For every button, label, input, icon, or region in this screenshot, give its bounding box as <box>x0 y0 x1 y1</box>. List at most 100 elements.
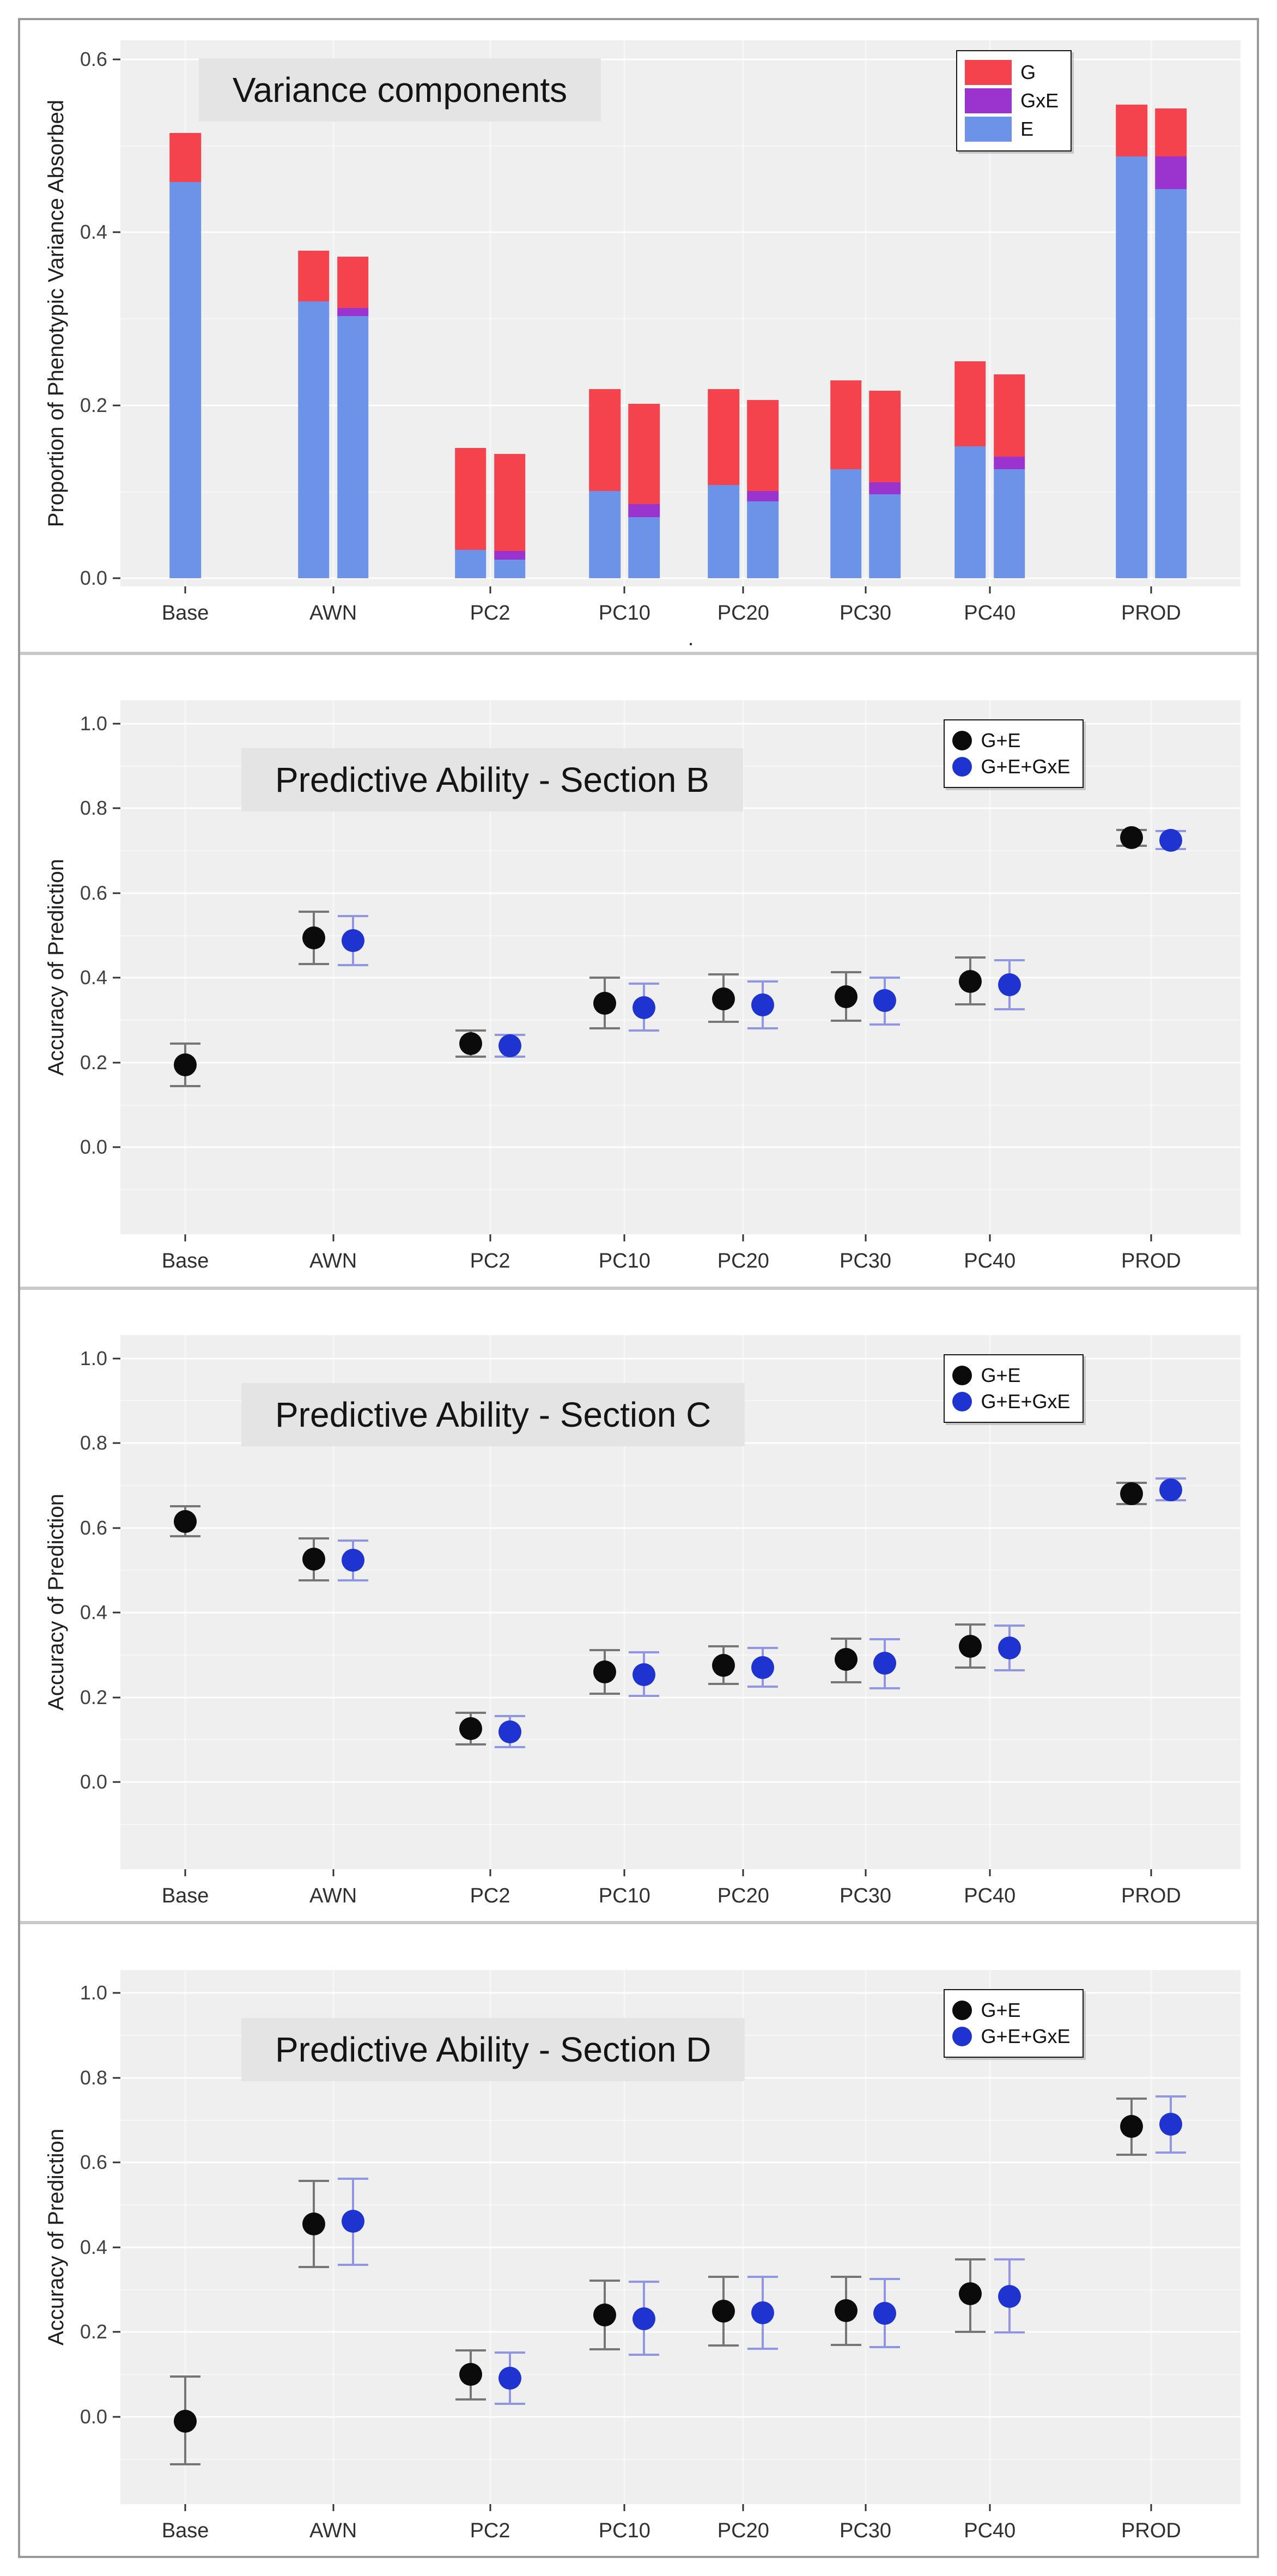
point-ge <box>958 2282 982 2306</box>
gridline-v-major <box>489 700 491 1235</box>
x-tick-mark <box>1150 2504 1152 2511</box>
error-bar-cap-top <box>170 1042 201 1045</box>
legend-item: G+E+GxE <box>952 2025 1071 2048</box>
error-bar-cap-top <box>170 1505 201 1507</box>
gridline-h-minor <box>120 2374 1241 2375</box>
legend-label: G+E <box>981 1364 1021 1387</box>
error-bar-cap-bottom <box>869 1023 901 1026</box>
x-tick-label: AWN <box>309 1884 357 1908</box>
x-tick-mark <box>623 2504 625 2511</box>
x-tick-label: AWN <box>309 602 357 625</box>
bar-segment-e <box>830 469 862 579</box>
error-bar-cap-top <box>298 911 329 913</box>
plot-area: 0.0 0.2 0.4 0.6 0.8 1.0 Base AWN PC2 PC10 PC20 PC30… <box>80 700 1241 1272</box>
legend-label: GxE <box>1020 89 1059 112</box>
bar-segment-g <box>993 374 1025 457</box>
gridline-h-major <box>120 1527 1241 1529</box>
legend: G+E G+E+GxE <box>944 1354 1084 1423</box>
error-bar-cap-top <box>455 1711 486 1714</box>
point-gegxe <box>751 993 775 1017</box>
point-ge <box>459 2363 482 2386</box>
gridline-h-major <box>120 1611 1241 1614</box>
error-bar-cap-bottom <box>455 1743 486 1745</box>
error-bar-cap-top <box>869 2278 901 2281</box>
legend-label: G+E <box>981 729 1021 752</box>
gridline-h-minor <box>120 491 1241 493</box>
error-bar-cap-top <box>629 983 660 985</box>
bar-segment-g <box>494 453 526 551</box>
gridline-h-major <box>120 1062 1241 1064</box>
x-tick-mark <box>623 1234 625 1242</box>
gridline-h-minor <box>120 1739 1241 1741</box>
point-gegxe <box>1159 1478 1182 1501</box>
x-tick-mark <box>489 2504 491 2511</box>
bar-segment-g <box>628 403 660 504</box>
legend-item: G+E <box>952 1999 1070 2022</box>
legend-item: GxE <box>965 88 1059 114</box>
x-tick-mark <box>489 586 491 594</box>
gridline-h-major <box>120 2161 1241 2163</box>
bar-segment-e <box>869 494 901 579</box>
gridline-v-major <box>332 1335 335 1870</box>
predictive-ability-panel-C: Accuracy of Prediction 0.0 0.2 0.4 0.6 0.8 1.0… <box>20 1289 1257 1925</box>
point-gegxe <box>633 1663 656 1686</box>
legend-dot-gegxe <box>952 1392 972 1412</box>
gridline-v-major <box>489 40 491 587</box>
point-ge <box>1120 1482 1143 1505</box>
legend-label: G+E+GxE <box>981 2025 1071 2047</box>
y-tick-mark <box>112 807 120 809</box>
error-bar-cap-bottom <box>494 1746 525 1749</box>
legend-item: G+E <box>952 729 1070 752</box>
x-tick-label: PC40 <box>964 602 1016 625</box>
y-tick-mark <box>112 1696 120 1699</box>
panel-title-text: Predictive Ability - Section D <box>275 2029 712 2069</box>
y-tick-label: 0.4 <box>80 221 107 244</box>
error-bar-cap-top <box>298 1537 329 1540</box>
y-tick-label: 0.4 <box>80 1601 107 1624</box>
bar-segment-e <box>297 301 330 579</box>
y-tick-mark <box>112 2331 120 2333</box>
bar-segment-g <box>954 361 986 446</box>
error-bar-cap-bottom <box>869 1687 901 1690</box>
bar-segment-g <box>869 390 901 483</box>
error-bar-cap-top <box>337 1539 368 1542</box>
gridline-h-major <box>120 1781 1241 1783</box>
gridline-v-major <box>489 1969 491 2504</box>
panel-title-text: Predictive Ability - Section B <box>275 760 709 800</box>
x-tick-label: PC2 <box>470 602 510 625</box>
error-bar-cap-bottom <box>747 1686 779 1688</box>
plot-area: 0.0 0.2 0.4 0.6 0.8 1.0 Base AWN PC2 PC10 PC20 PC30… <box>80 1335 1241 1907</box>
error-bar-cap-bottom <box>954 2330 986 2333</box>
bar-segment-g <box>1116 104 1147 156</box>
gridline-h-minor <box>120 1104 1241 1106</box>
x-tick-label: PC40 <box>964 2519 1016 2542</box>
error-bar-cap-bottom <box>830 1681 861 1683</box>
gridline-v-major <box>623 1969 625 2504</box>
error-bar-cap-top <box>455 2349 486 2351</box>
error-bar-cap-bottom <box>747 1027 779 1029</box>
x-tick-label: PROD <box>1121 1884 1181 1908</box>
point-gegxe <box>1159 828 1182 852</box>
gridline-h-major <box>120 1357 1241 1360</box>
legend: G+E G+E+GxE <box>944 1989 1084 2058</box>
gridline-v-major <box>184 1969 186 2504</box>
y-axis-title-text: Accuracy of Prediction <box>44 859 68 1076</box>
x-tick-mark <box>1150 1869 1152 1877</box>
x-tick-label: AWN <box>309 2519 357 2542</box>
gridline-h-minor <box>120 318 1241 320</box>
gridline-v-major <box>489 1335 491 1870</box>
error-bar-cap-bottom <box>954 1666 986 1669</box>
legend-label: G <box>1020 61 1036 84</box>
point-gegxe <box>341 2210 364 2233</box>
gridline-v-major <box>623 40 625 587</box>
gridline-v-major <box>989 1335 991 1870</box>
y-tick-label: 0.4 <box>80 2235 107 2258</box>
error-bar-cap-bottom <box>298 963 329 966</box>
gridline-v-major <box>989 40 991 587</box>
point-gegxe <box>633 996 656 1019</box>
x-tick-label: PC10 <box>598 2519 650 2542</box>
panel-title-text: Predictive Ability - Section C <box>275 1395 712 1435</box>
error-bar-cap-top <box>1116 2098 1147 2100</box>
error-bar-cap-top <box>298 2179 329 2182</box>
legend-label: G+E+GxE <box>981 755 1071 778</box>
